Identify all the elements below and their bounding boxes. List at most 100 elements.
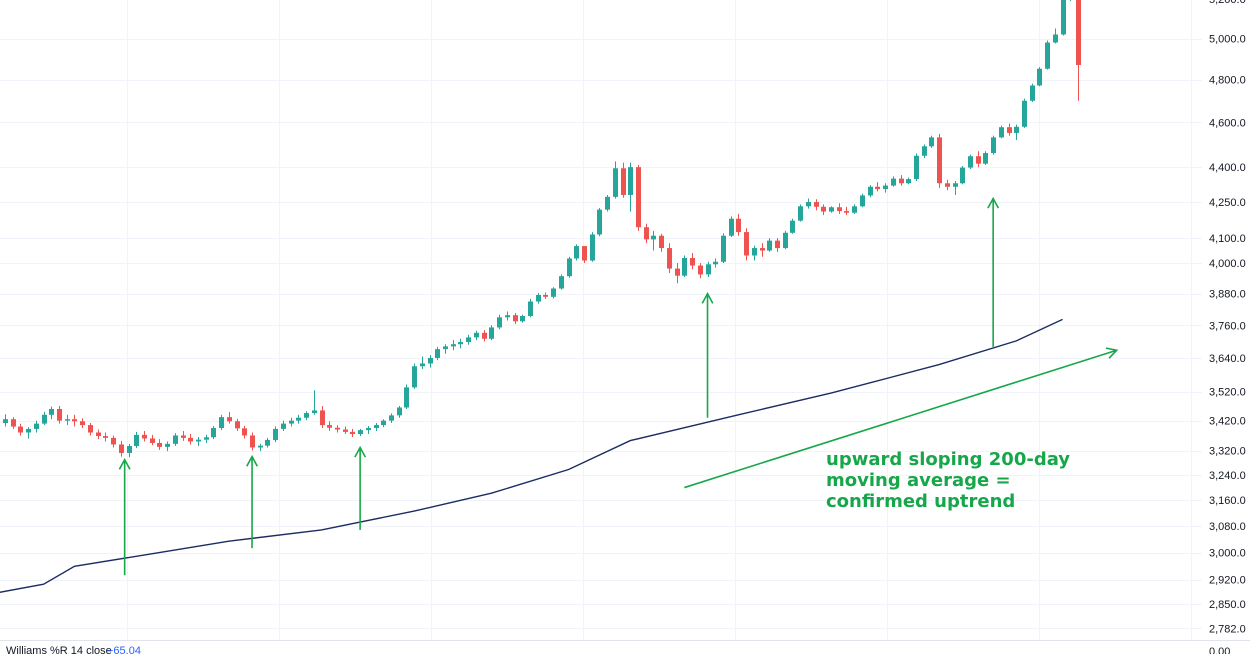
candle-body [343, 429, 348, 432]
candle-body [953, 183, 958, 187]
candle [659, 233, 664, 252]
candle [1053, 28, 1058, 44]
candle [837, 203, 842, 214]
candle [667, 243, 672, 274]
candle [798, 204, 803, 222]
candle-body [350, 431, 355, 434]
candle [1037, 67, 1042, 87]
support-arrow [354, 445, 367, 530]
candle-body [127, 445, 132, 453]
candle [814, 199, 819, 211]
candle [628, 162, 633, 212]
candle [96, 429, 101, 440]
candle-body [65, 419, 70, 421]
candle [42, 411, 47, 426]
candle [513, 313, 518, 324]
candle [505, 311, 510, 321]
candle-body [219, 417, 224, 429]
arrow-head [987, 196, 1000, 209]
candle [860, 193, 865, 208]
candle [721, 233, 726, 264]
indicator-label[interactable]: Williams %R 14 close [6, 645, 112, 657]
candle [26, 427, 31, 439]
candle [706, 261, 711, 277]
candle-body [1076, 0, 1081, 66]
candle [574, 244, 579, 261]
candle-body [991, 137, 996, 154]
candle [196, 436, 201, 446]
candle-body [752, 248, 757, 256]
candle-body [397, 407, 402, 416]
candle [34, 420, 39, 433]
price-tick-label: 2,782.0 [1209, 623, 1246, 635]
candle [366, 425, 371, 434]
candle [976, 151, 981, 168]
candle-body [698, 265, 703, 275]
candle [621, 162, 626, 198]
candle [682, 255, 687, 277]
candle-body [729, 218, 734, 236]
candle-body [235, 421, 240, 429]
candle-body [49, 408, 54, 415]
candle [458, 338, 463, 349]
price-axis[interactable]: 5,200.0 5,000.0 4,800.0 4,600.0 4,400.0 4,250… [1202, 0, 1250, 654]
candle [127, 443, 132, 458]
candle [899, 175, 904, 186]
candle [597, 207, 602, 237]
candle [57, 406, 62, 424]
candle [273, 426, 278, 443]
candle-body [505, 315, 510, 318]
arrow-head [246, 454, 259, 467]
candle-body [790, 220, 795, 233]
candle [536, 293, 541, 304]
candle [80, 418, 85, 429]
candle [381, 419, 386, 428]
candle [11, 417, 16, 429]
annotation-text-line-1: upward sloping 200-day [826, 449, 1070, 470]
candle [590, 232, 595, 262]
candle [3, 414, 8, 427]
candle [227, 411, 232, 424]
candle [335, 425, 340, 433]
candle [443, 344, 448, 354]
candle [613, 161, 618, 199]
candle-body [1061, 0, 1066, 35]
candle [451, 340, 456, 351]
candle [790, 218, 795, 234]
candle-body [929, 137, 934, 147]
candle [397, 406, 402, 418]
price-tick-label: 4,400.0 [1209, 162, 1246, 174]
candle-body [1007, 127, 1012, 133]
candle [289, 417, 294, 427]
candle [1007, 123, 1012, 136]
candle-body [798, 206, 803, 221]
candle [165, 441, 170, 452]
candle [1061, 0, 1066, 36]
candle-body [760, 248, 765, 251]
price-tick-label: 2,850.0 [1209, 599, 1246, 611]
candle [698, 263, 703, 279]
candle-body [165, 443, 170, 447]
candle-body [559, 276, 564, 289]
candle-body [567, 258, 572, 277]
candle-body [258, 445, 263, 448]
support-arrow [246, 454, 259, 549]
candle [265, 437, 270, 448]
candle-body [196, 439, 201, 442]
price-tick-label: 4,250.0 [1209, 197, 1246, 209]
arrow-head [354, 445, 367, 458]
annotation-text-line-2: moving average = [826, 470, 1011, 491]
arrow-shaft [684, 349, 1117, 489]
candle [875, 182, 880, 192]
candle [775, 238, 780, 252]
candle-body [80, 421, 85, 426]
candle-body [188, 437, 193, 442]
candle [466, 334, 471, 345]
candle [18, 423, 23, 436]
candle-body [868, 186, 873, 196]
candle [675, 263, 680, 284]
candle [134, 431, 139, 449]
candle [1070, 0, 1071, 1]
candle [320, 406, 325, 429]
